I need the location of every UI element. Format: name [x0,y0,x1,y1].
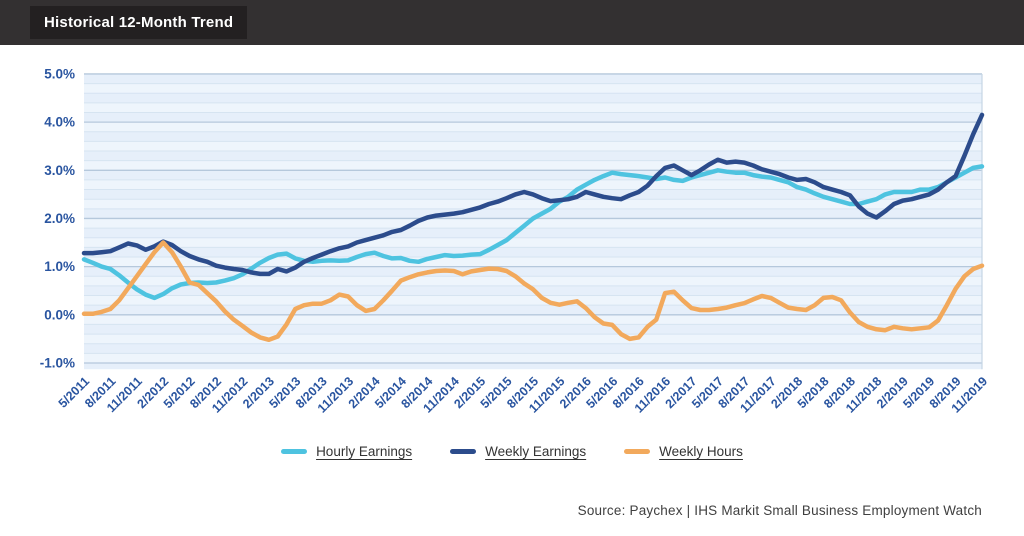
major-gridlines [84,73,982,364]
background-band [84,83,982,94]
minor-gridlines [84,83,982,354]
background-band [84,324,982,335]
background-band [84,276,982,286]
y-tick-label: 2.0% [44,211,75,226]
x-axis: 5/20118/201111/20112/20125/20128/201211/… [56,374,990,415]
trend-chart: 5.0% 4.0% 3.0% 2.0% 1.0% 0.0% -1.0% 5/20118/201… [40,66,990,415]
header-bar: Historical 12-Month Trend [0,0,1024,45]
background-band [84,208,982,219]
background-band [84,343,982,354]
background-band [84,170,982,180]
legend-item-hourly-earnings[interactable]: Hourly Earnings [281,444,412,459]
series-line-weekly-hours [81,240,985,343]
background-band [84,160,982,171]
background-band [84,151,982,161]
background-band [84,122,982,132]
source-attribution: Source: Paychex | IHS Markit Small Busin… [577,503,982,518]
background-band [84,305,982,315]
y-tick-label: 5.0% [44,66,75,81]
background-band [84,228,982,238]
background-band [84,131,982,142]
background-band [84,199,982,209]
background-band [84,256,982,267]
background-band [84,93,982,103]
y-axis: 5.0% 4.0% 3.0% 2.0% 1.0% 0.0% -1.0% [40,66,75,370]
y-tick-label: 4.0% [44,115,75,130]
background-band [84,353,982,363]
weekly-hours-swatch [624,448,651,454]
y-tick-label: 3.0% [44,163,75,178]
background-band [84,362,982,370]
legend-item-weekly-hours[interactable]: Weekly Hours [624,444,743,459]
series-lines [81,112,985,343]
series-line-hourly-earnings [81,164,985,301]
series-line-weekly-earnings [81,112,985,277]
legend: Hourly Earnings Weekly Earnings Weekly H… [0,441,1024,461]
background-band [84,179,982,190]
background-band [84,237,982,248]
background-band [84,141,982,152]
legend-label-hourly-earnings[interactable]: Hourly Earnings [316,443,413,459]
plot-background [84,73,982,370]
background-band [84,295,982,306]
weekly-earnings-swatch [450,448,477,454]
background-band [84,73,982,84]
background-band [84,102,982,113]
background-band [84,112,982,123]
y-tick-label: 0.0% [44,307,75,322]
background-band [84,334,982,344]
legend-label-weekly-earnings[interactable]: Weekly Earnings [485,443,587,459]
hourly-earnings-swatch [281,448,308,454]
legend-label-weekly-hours[interactable]: Weekly Hours [659,443,743,459]
chart-area: 5.0% 4.0% 3.0% 2.0% 1.0% 0.0% -1.0% 5/2011 8/201… [0,60,1024,440]
background-band [84,247,982,257]
y-tick-label: -1.0% [40,355,75,370]
legend-item-weekly-earnings[interactable]: Weekly Earnings [450,444,586,459]
page-title: Historical 12-Month Trend [30,6,248,39]
background-band [84,266,982,277]
y-tick-label: 1.0% [44,259,75,274]
background-band [84,218,982,229]
background-band [84,314,982,325]
